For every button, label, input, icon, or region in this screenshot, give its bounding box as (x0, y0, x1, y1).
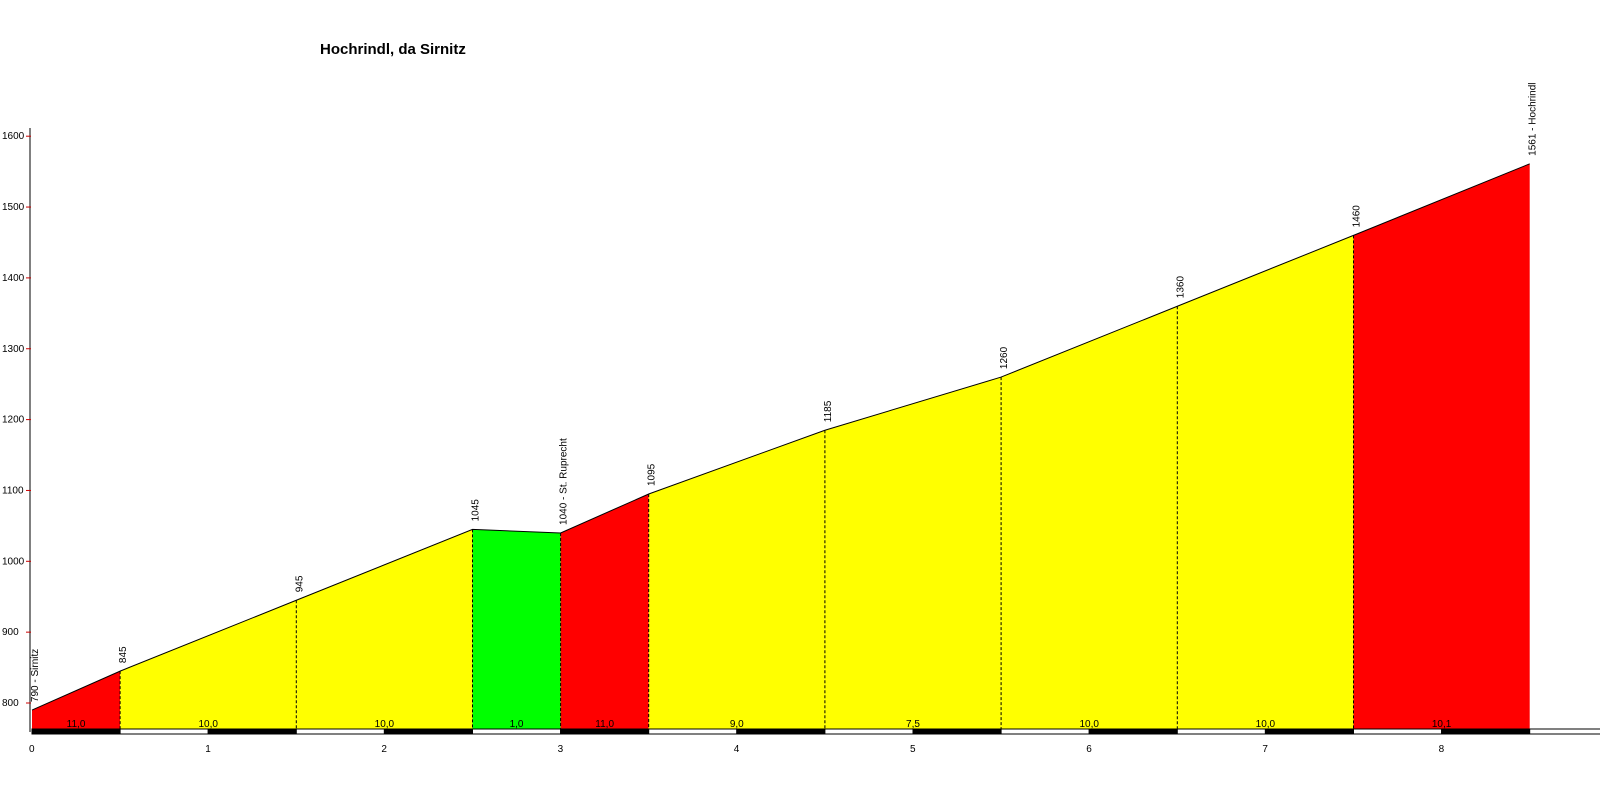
altitude-label: 1185 (823, 400, 834, 422)
altitude-label: 1260 (999, 346, 1010, 369)
x-tick-label: 8 (1439, 744, 1445, 755)
x-axis-bar-block (912, 728, 1002, 735)
y-tick-label: 900 (2, 627, 19, 638)
y-tick-label: 1100 (2, 485, 24, 496)
x-axis-bar-block (383, 728, 473, 735)
profile-segment-2 (120, 600, 297, 732)
y-tick-label: 1500 (2, 202, 25, 213)
altitude-label: 790 - Sirnitz (30, 649, 41, 702)
segment-dividers (119, 235, 1354, 732)
altitude-label: 1045 (471, 499, 482, 522)
altitude-label: 1561 - Hochrindl (1528, 82, 1539, 155)
y-tick-label: 1600 (2, 131, 25, 142)
altitude-label: 1040 - St. Ruprecht (559, 438, 570, 525)
profile-segment-5 (560, 493, 649, 732)
gradient-label: 11,0 (67, 719, 86, 730)
y-tick-label: 1300 (2, 344, 25, 355)
point-labels: 790 - Sirnitz 845 945 1045 1040 - St. Ruprec… (30, 82, 1539, 702)
altitude-label: 1095 (647, 463, 658, 486)
y-tick-label: 1400 (2, 273, 25, 284)
x-tick-label: 0 (29, 744, 35, 755)
x-tick-label: 2 (381, 744, 387, 755)
x-tick-label: 7 (1262, 744, 1268, 755)
x-tick-label: 3 (558, 744, 564, 755)
x-axis-bar-block (1088, 728, 1178, 735)
x-axis-bar-block (1000, 728, 1090, 735)
profile-segment-4 (472, 529, 561, 732)
x-axis-bar-block (1529, 728, 1600, 735)
gradient-label: 11,0 (595, 719, 614, 730)
x-tick-label: 1 (205, 744, 211, 755)
y-tick-label: 1000 (2, 556, 25, 567)
gradient-label: 10,1 (1432, 719, 1452, 730)
x-tick-label: 5 (910, 744, 916, 755)
altitude-label: 1460 (1352, 205, 1363, 228)
gradient-label: 1,0 (510, 719, 524, 730)
gradient-label: 10,0 (1079, 719, 1099, 730)
x-axis-bar-block (1264, 728, 1355, 735)
altitude-label: 945 (294, 575, 305, 592)
profile-outline (31, 163, 1530, 711)
profile-area (32, 163, 1530, 733)
altitude-label: 845 (118, 646, 129, 663)
profile-segment-1 (32, 671, 121, 732)
x-axis-bar-block (648, 728, 738, 735)
altitude-label: 1360 (1175, 276, 1186, 299)
gradient-label: 9,0 (730, 719, 744, 730)
profile-line (31, 163, 1530, 711)
x-tick-label: 4 (734, 744, 740, 755)
gradient-label: 10,0 (1256, 719, 1276, 730)
x-axis-bar-block (119, 728, 209, 735)
gradient-labels: 11,0 10,0 10,0 1,0 11,0 9,0 7,5 10,0 10,0 10,1 (67, 719, 1452, 730)
y-tick-label: 1200 (2, 415, 25, 426)
profile-segment-6 (648, 430, 825, 732)
x-axis-bar-block (824, 728, 914, 735)
gradient-label: 10,0 (375, 719, 395, 730)
axes: 800 900 1000 1100 1200 1300 1400 1500 1600 0 1 2 3 4 5… (2, 128, 1600, 755)
x-axis-bar-block (1176, 728, 1266, 735)
x-axis-bar-block (736, 728, 826, 735)
gradient-label: 10,0 (198, 719, 218, 730)
x-axis-bar-block (207, 728, 297, 735)
chart-title: Hochrindl, da Sirnitz (320, 41, 466, 58)
x-axis-bar-block (1353, 728, 1443, 735)
profile-segment-3 (296, 529, 473, 732)
x-axis-bar-block (1441, 728, 1531, 735)
y-tick-label: 800 (2, 698, 19, 709)
x-tick-label: 6 (1086, 744, 1092, 755)
profile-segment-8 (1001, 306, 1178, 732)
profile-segment-10 (1353, 163, 1530, 733)
profile-segment-9 (1177, 235, 1354, 732)
x-axis-bar-block (295, 728, 385, 735)
profile-segment-7 (824, 377, 1002, 732)
gradient-label: 7,5 (906, 719, 920, 730)
